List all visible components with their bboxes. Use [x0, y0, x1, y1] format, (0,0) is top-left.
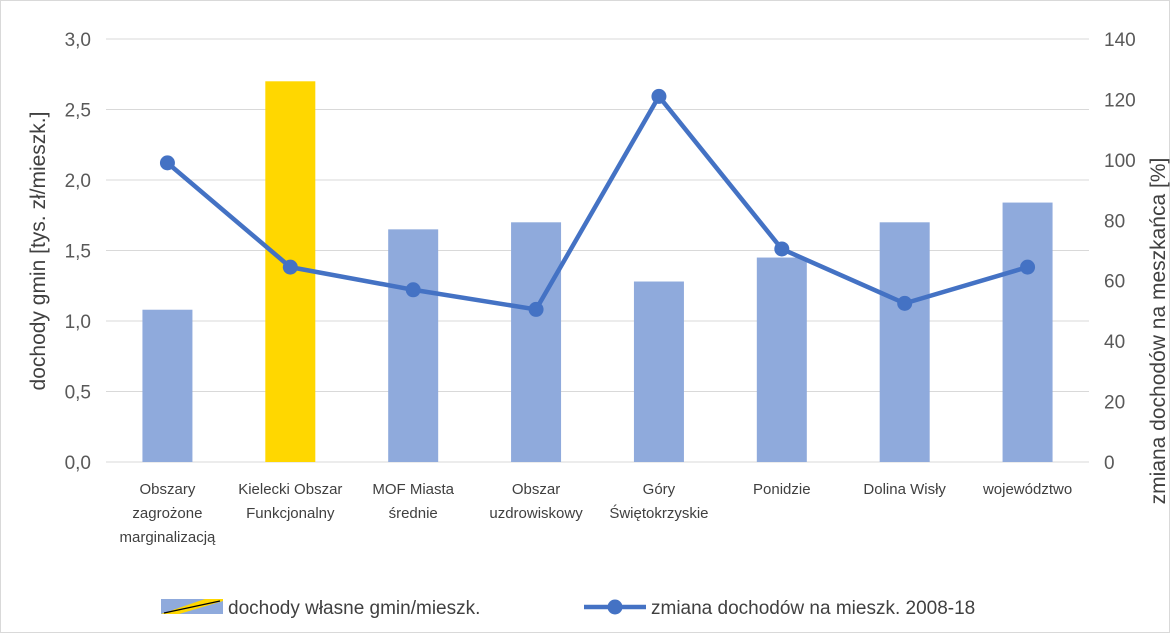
line-point: [159, 155, 175, 171]
bar: [511, 222, 562, 462]
y2-tick-label: 60: [1104, 272, 1125, 293]
line-point: [528, 301, 544, 317]
x-tick-label: Obszary: [140, 481, 196, 498]
bar: [879, 222, 930, 462]
line-point: [897, 295, 913, 311]
x-tick-label: Ponidzie: [753, 481, 811, 498]
y-tick-label: 2,5: [65, 101, 91, 122]
y-tick-label: 0,0: [65, 453, 91, 474]
y2-tick-label: 120: [1104, 90, 1136, 111]
x-tick-label: Dolina Wisły: [863, 481, 946, 498]
y2-tick-label: 80: [1104, 211, 1125, 232]
y2-tick-label: 100: [1104, 151, 1136, 172]
bar: [388, 229, 439, 462]
series-line: [165, 94, 1030, 312]
legend-label-bar: dochody własne gmin/mieszk.: [228, 598, 480, 619]
x-tick-label: uzdrowiskowy: [489, 505, 583, 522]
line-point: [1020, 259, 1036, 275]
x-tick-label: średnie: [389, 505, 438, 522]
legend-label-line: zmiana dochodów na mieszk. 2008-18: [651, 598, 975, 619]
x-tick-label: Świętokrzyskie: [609, 504, 708, 522]
y2-tick-label: 140: [1104, 30, 1136, 51]
y-tick-label: 0,5: [65, 383, 91, 404]
y-tick-label: 1,5: [65, 242, 91, 263]
x-tick-label: zagrożone: [132, 505, 202, 522]
y2-tick-label: 0: [1104, 453, 1115, 474]
x-tick-label: MOF Miasta: [372, 481, 454, 498]
x-tick-label: Góry: [643, 481, 676, 498]
y-axis-title: dochody gmin [tys. zł/mieszk.]: [27, 112, 50, 391]
x-tick-label: województwo: [982, 481, 1072, 498]
x-tick-label: Kielecki Obszar: [238, 481, 342, 498]
bar: [1002, 202, 1053, 462]
x-tick-label: Funkcjonalny: [246, 505, 335, 522]
line-point: [651, 88, 667, 104]
y2-tick-label: 20: [1104, 393, 1125, 414]
bar: [756, 257, 807, 462]
bar: [142, 309, 193, 462]
line-point: [405, 282, 421, 298]
line-point: [282, 259, 298, 275]
y-tick-label: 3,0: [65, 30, 91, 51]
legend-swatch-stroke: [163, 600, 221, 614]
x-tick-label: marginalizacją: [120, 529, 217, 546]
y-tick-label: 2,0: [65, 171, 91, 192]
y2-axis-title: zmiana dochodów na meszkańca [%]: [1147, 158, 1170, 505]
x-tick-label: Obszar: [512, 481, 560, 498]
bar: [633, 281, 684, 462]
y2-tick-label: 40: [1104, 332, 1125, 353]
legend-swatch-marker: [607, 599, 623, 615]
line-point: [774, 241, 790, 257]
y-tick-label: 1,0: [65, 312, 91, 333]
